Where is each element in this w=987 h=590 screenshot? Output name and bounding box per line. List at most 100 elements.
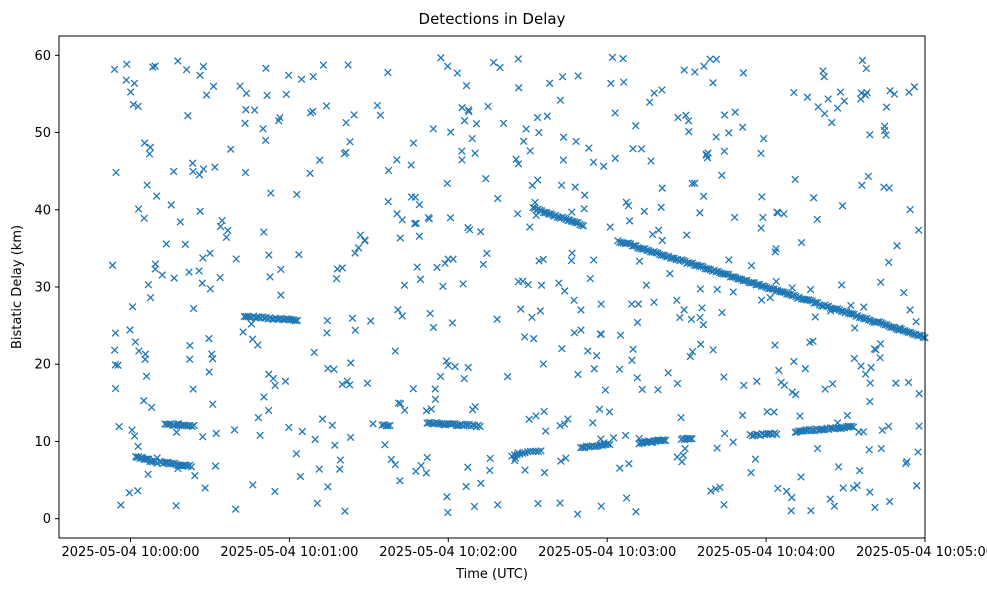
detection-point — [876, 353, 884, 362]
detection-point — [292, 449, 301, 458]
detection-point — [738, 411, 747, 420]
detection-point — [560, 420, 569, 428]
detection-point — [625, 217, 634, 225]
detection-point — [720, 147, 729, 155]
detection-point — [354, 244, 363, 252]
detection-point — [720, 111, 729, 119]
detection-point — [716, 483, 724, 492]
detection-point — [847, 422, 856, 431]
detection-point — [387, 455, 396, 464]
detection-point — [417, 461, 425, 470]
detection-point — [415, 200, 424, 209]
detection-point — [470, 502, 479, 511]
detection-point — [577, 221, 586, 230]
detection-point — [813, 444, 822, 453]
detection-point — [188, 159, 197, 167]
detection-point — [248, 481, 257, 489]
detection-point — [172, 501, 180, 510]
detection-point — [236, 82, 244, 90]
detection-point — [242, 89, 251, 98]
detection-point — [759, 134, 768, 143]
detection-point — [826, 495, 835, 503]
detection-point — [534, 499, 542, 508]
detection-point — [791, 390, 800, 399]
detection-point — [801, 364, 810, 373]
detection-point — [806, 285, 815, 294]
detection-point — [664, 369, 672, 377]
detection-point — [218, 216, 226, 225]
detection-point — [263, 91, 271, 100]
detection-point — [254, 341, 262, 349]
detection-point — [629, 144, 637, 153]
detection-point — [759, 213, 767, 222]
detection-point — [718, 171, 726, 180]
detection-point — [821, 385, 829, 393]
detection-point — [628, 356, 636, 365]
detection-point — [147, 403, 156, 412]
axis-ticks-group: 2025-05-04 10:00:00 2025-05-04 10:01:00 20… — [34, 49, 987, 560]
detection-point — [866, 379, 875, 387]
detection-point — [595, 405, 604, 413]
detection-point — [904, 378, 913, 387]
detection-point — [564, 415, 572, 423]
detection-point — [195, 267, 203, 275]
detection-point — [129, 100, 138, 109]
detection-point — [158, 271, 167, 279]
detection-point — [570, 328, 579, 337]
detection-point — [400, 281, 409, 289]
detection-point — [308, 107, 317, 116]
detection-point — [619, 78, 628, 86]
y-tick-label: 0 — [43, 512, 51, 527]
detection-point — [324, 364, 332, 373]
detection-point — [872, 346, 880, 354]
detection-point — [206, 249, 214, 258]
detection-point — [226, 145, 235, 153]
detection-point — [748, 432, 757, 440]
detection-point — [241, 119, 249, 128]
detection-point — [315, 156, 324, 164]
detection-point — [242, 105, 250, 114]
detection-point — [422, 469, 431, 477]
detection-point — [779, 288, 787, 296]
detection-point — [640, 207, 649, 216]
detection-point — [153, 454, 161, 462]
detection-point — [208, 400, 217, 409]
detection-point — [410, 219, 419, 228]
detection-point — [199, 165, 208, 173]
detection-point — [396, 399, 405, 408]
detection-point — [837, 281, 846, 289]
detection-point — [123, 60, 131, 69]
detection-point — [407, 161, 415, 169]
detection-point — [684, 117, 693, 125]
detection-point — [688, 179, 696, 188]
detection-point — [686, 352, 694, 361]
detection-point — [345, 381, 354, 389]
detection-point — [108, 261, 117, 270]
detection-point — [650, 89, 658, 97]
detection-point — [391, 460, 400, 469]
detection-point — [189, 385, 197, 393]
detection-point — [536, 206, 544, 214]
detection-point — [597, 300, 605, 308]
detection-point — [565, 216, 573, 224]
detection-point — [216, 222, 225, 231]
detection-point — [812, 298, 820, 307]
detection-point — [284, 71, 293, 79]
detection-point — [892, 379, 900, 387]
detection-point — [342, 118, 350, 127]
detection-point — [860, 303, 868, 311]
detection-point — [520, 333, 529, 341]
data-points-group — [108, 53, 929, 518]
detection-point — [811, 313, 820, 321]
detection-point — [660, 436, 668, 445]
detection-point — [621, 431, 630, 440]
detection-point — [295, 250, 303, 259]
detection-point — [182, 65, 191, 74]
detection-point — [441, 259, 449, 267]
detection-point — [315, 465, 324, 473]
detection-point — [143, 181, 151, 189]
y-tick-label: 50 — [34, 126, 51, 141]
detection-point — [809, 194, 818, 202]
detection-point — [271, 487, 279, 496]
